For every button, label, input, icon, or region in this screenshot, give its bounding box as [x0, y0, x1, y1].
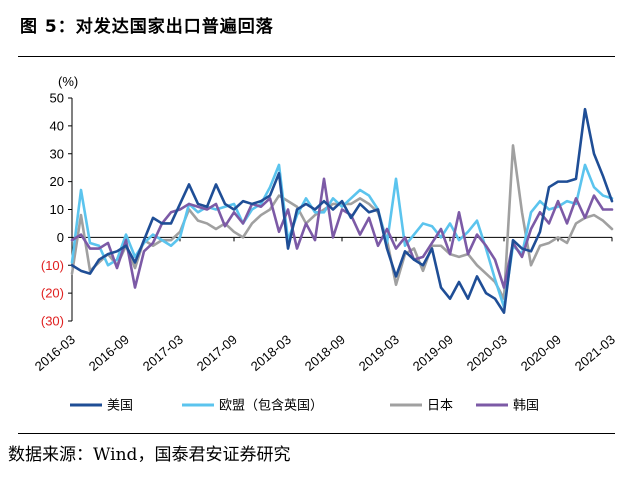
y-tick-label: (30)	[41, 314, 64, 329]
series-line-1	[70, 107, 614, 314]
x-tick-label: 2018-03	[248, 332, 294, 374]
x-tick-label: 2019-03	[356, 332, 402, 374]
legend-label: 韩国	[513, 399, 539, 414]
legend-label: 欧盟（包含英国）	[219, 398, 323, 414]
x-tick-label: 2016-09	[86, 332, 132, 374]
chart-axes: (%) 50 40 30 20 10 0 (10) (20) (30) 2016-03 2016-09…	[32, 74, 618, 374]
chart-series	[70, 107, 614, 314]
x-tick-label: 2020-09	[518, 332, 564, 374]
y-tick-label: 20	[50, 174, 64, 189]
y-tick-label: 0	[57, 230, 64, 245]
y-tick-label: (20)	[41, 286, 64, 301]
x-tick-label: 2020-03	[464, 332, 510, 374]
x-tick-label: 2017-09	[194, 332, 240, 374]
series-line-4	[70, 177, 614, 289]
x-tick-label: 2016-03	[32, 332, 78, 374]
page-title: 图 5：对发达国家出口普遍回落	[20, 17, 274, 37]
series-line-3	[70, 144, 614, 301]
x-tick-label: 2017-03	[140, 332, 186, 374]
bottom-divider	[18, 433, 615, 434]
y-tick-label: 30	[50, 146, 64, 161]
x-tick-label: 2018-09	[302, 332, 348, 374]
y-tick-label: 40	[50, 118, 64, 133]
top-divider	[18, 56, 615, 57]
legend-label: 日本	[427, 399, 453, 414]
source-note: 数据来源：Wind，国泰君安证券研究	[8, 445, 291, 465]
y-tick-label: 10	[50, 202, 64, 217]
y-axis-unit-label: (%)	[58, 74, 78, 89]
legend-label: 美国	[107, 399, 133, 414]
x-tick-label: 2019-09	[410, 332, 456, 374]
chart-legend: 美国 欧盟（包含英国） 日本 韩国	[70, 398, 539, 414]
y-tick-label: (10)	[41, 258, 64, 273]
y-tick-label: 50	[50, 91, 64, 106]
series-line-2	[70, 163, 614, 309]
x-tick-label: 2021-03	[572, 332, 618, 374]
